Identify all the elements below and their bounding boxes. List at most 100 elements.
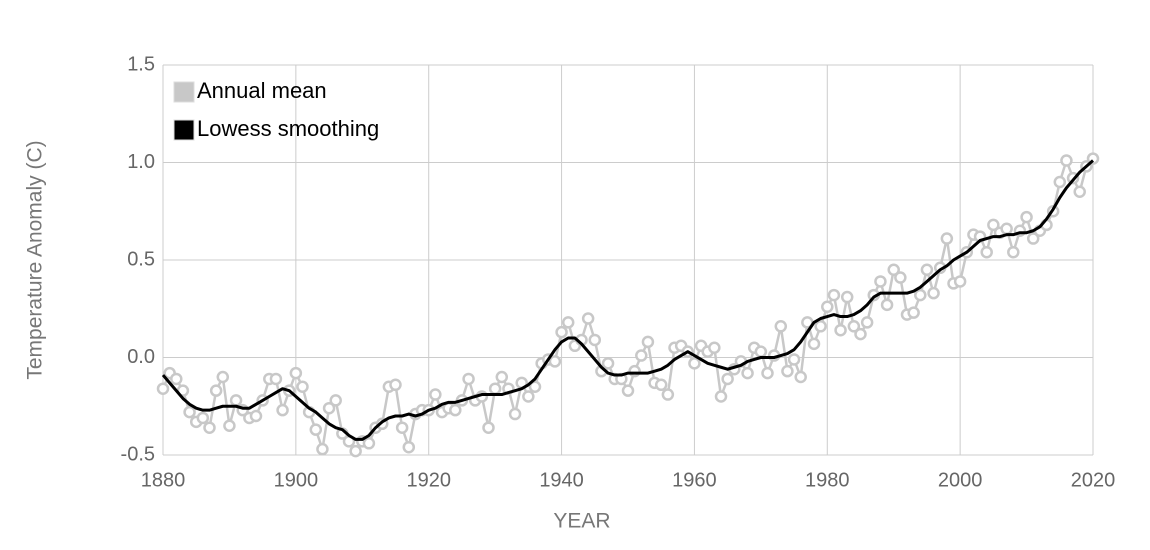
data-point xyxy=(296,380,309,393)
data-point xyxy=(940,232,954,245)
data-point xyxy=(522,390,535,403)
data-point xyxy=(688,357,701,370)
data-point xyxy=(654,378,668,392)
data-point xyxy=(860,316,874,329)
data-point xyxy=(1053,175,1067,189)
x-axis-label: YEAR xyxy=(553,510,610,533)
x-tick-label: 2000 xyxy=(938,469,983,491)
data-point xyxy=(495,370,509,384)
data-point xyxy=(807,337,821,351)
data-point xyxy=(821,300,834,314)
data-point xyxy=(714,390,728,403)
x-tick-label: 1940 xyxy=(539,469,584,491)
data-point xyxy=(907,306,920,319)
data-point xyxy=(395,421,409,434)
data-point xyxy=(581,312,595,325)
data-point xyxy=(322,401,336,415)
data-point xyxy=(827,288,841,302)
legend-label: Lowess smoothing xyxy=(197,116,379,141)
data-point xyxy=(223,419,236,432)
y-tick-label: -0.5 xyxy=(121,443,155,465)
x-tick-label: 1960 xyxy=(672,469,717,491)
data-point xyxy=(156,382,170,395)
data-point xyxy=(209,384,223,397)
data-point xyxy=(528,380,542,393)
data-point xyxy=(927,286,940,300)
data-point xyxy=(621,384,635,397)
data-point xyxy=(462,372,475,386)
data-point xyxy=(316,442,329,456)
data-point xyxy=(854,327,867,341)
data-point xyxy=(1007,245,1020,259)
data-point xyxy=(196,411,210,425)
data-point xyxy=(761,366,774,380)
data-point xyxy=(276,403,289,417)
data-point xyxy=(1000,222,1013,236)
data-point xyxy=(840,290,854,304)
y-axis-label: Temperature Anomaly (C) xyxy=(24,140,47,379)
data-point xyxy=(309,423,323,436)
data-point xyxy=(216,370,230,384)
data-point xyxy=(229,394,243,407)
data-point xyxy=(555,325,568,339)
data-point xyxy=(289,366,303,380)
y-tick-label: 0.5 xyxy=(127,248,155,270)
data-point xyxy=(880,298,894,312)
x-tick-label: 1920 xyxy=(406,469,451,491)
data-point xyxy=(661,388,675,401)
data-point xyxy=(894,271,907,284)
data-point xyxy=(269,372,283,386)
data-point xyxy=(787,353,801,366)
data-point xyxy=(329,394,342,407)
data-point xyxy=(389,378,402,392)
y-tick-label: 1.0 xyxy=(127,151,155,173)
data-point xyxy=(708,341,721,354)
data-point xyxy=(887,263,900,276)
data-point xyxy=(834,323,847,337)
x-tick-label: 1980 xyxy=(805,469,850,491)
data-point xyxy=(847,320,861,333)
data-point xyxy=(488,382,502,395)
data-point xyxy=(774,320,788,333)
y-tick-label: 0.0 xyxy=(127,346,155,368)
data-point xyxy=(1060,154,1073,167)
data-point xyxy=(561,316,575,329)
data-point xyxy=(914,288,927,302)
data-point xyxy=(508,407,522,421)
data-point xyxy=(183,405,196,419)
data-point xyxy=(1073,185,1086,198)
data-point xyxy=(814,320,827,333)
y-tick-label: 1.5 xyxy=(127,53,155,75)
data-point xyxy=(429,388,442,401)
data-point xyxy=(781,364,794,378)
data-point xyxy=(874,275,887,288)
legend-swatch xyxy=(173,119,195,141)
legend-swatch xyxy=(173,81,195,103)
data-point xyxy=(249,409,263,423)
data-point xyxy=(1026,232,1040,245)
data-point xyxy=(548,355,562,368)
x-tick-label: 1880 xyxy=(141,469,186,491)
data-point xyxy=(203,421,216,434)
data-point xyxy=(588,333,602,347)
x-tick-label: 1900 xyxy=(274,469,319,491)
series-line xyxy=(161,157,1094,453)
data-point xyxy=(402,440,416,454)
data-point xyxy=(641,335,655,349)
data-point xyxy=(754,345,768,358)
data-point xyxy=(482,421,495,434)
data-point xyxy=(920,263,934,276)
data-point xyxy=(953,275,967,288)
data-point xyxy=(980,245,993,259)
data-point xyxy=(721,372,734,386)
data-point xyxy=(794,370,807,384)
data-point xyxy=(1020,210,1033,224)
data-point xyxy=(362,437,376,450)
data-point xyxy=(987,218,1000,232)
data-point xyxy=(170,372,183,386)
x-tick-label: 2020 xyxy=(1071,469,1116,491)
data-point xyxy=(349,444,362,458)
data-point xyxy=(741,366,754,380)
data-point xyxy=(628,364,641,378)
